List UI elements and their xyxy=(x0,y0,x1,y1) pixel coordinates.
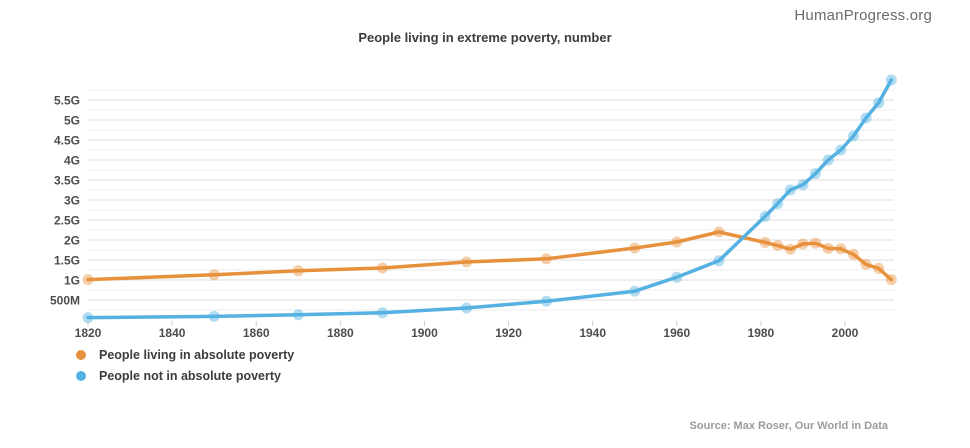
y-tick-label: 5G xyxy=(64,114,80,128)
x-tick-label: 1960 xyxy=(663,326,690,340)
y-tick-label: 2G xyxy=(64,234,80,248)
legend-label-poverty: People living in absolute poverty xyxy=(99,347,295,362)
x-tick-label: 1840 xyxy=(159,326,186,340)
x-tick-label: 1940 xyxy=(579,326,606,340)
y-tick-label: 4.5G xyxy=(54,134,80,148)
series-not-in-poverty xyxy=(82,74,897,324)
x-tick-label: 1820 xyxy=(75,326,102,340)
source-attribution: Source: Max Roser, Our World in Data xyxy=(689,420,888,432)
legend-label-not-poverty: People not in absolute poverty xyxy=(99,368,281,383)
series-line xyxy=(86,78,894,320)
legend-dot-not-poverty-icon xyxy=(76,370,86,381)
y-axis-labels: 500M 1G 1.5G 2G 2.5G 3G 3.5G 4G 4.5G 5G 5.5G xyxy=(50,94,80,308)
humanprogress-watermark: HumanProgress.org xyxy=(794,7,932,24)
x-tick-label: 1880 xyxy=(327,326,354,340)
y-tick-label: 1.5G xyxy=(54,254,80,268)
legend-item-not-in-poverty: People not in absolute poverty xyxy=(76,365,294,386)
series-line xyxy=(86,230,894,282)
series-absolute-poverty xyxy=(82,226,897,286)
y-tick-label: 3G xyxy=(64,194,80,208)
x-tick-label: 1980 xyxy=(748,326,775,340)
gridlines xyxy=(88,89,894,311)
x-tick-label: 1900 xyxy=(411,326,438,340)
x-axis: 1820 1840 1860 1880 1900 1920 1940 1960 1980 2000 xyxy=(75,321,859,340)
y-tick-label: 500M xyxy=(50,294,80,308)
legend-item-absolute-poverty: People living in absolute poverty xyxy=(76,344,294,365)
x-tick-label: 1920 xyxy=(495,326,522,340)
y-tick-label: 1G xyxy=(64,274,80,288)
chart-legend: People living in absolute poverty People… xyxy=(76,344,294,386)
y-tick-label: 4G xyxy=(64,154,80,168)
x-tick-label: 1860 xyxy=(243,326,270,340)
y-tick-label: 5.5G xyxy=(54,94,80,108)
chart-title: People living in extreme poverty, number xyxy=(358,30,612,45)
y-tick-label: 3.5G xyxy=(54,174,80,188)
legend-dot-poverty-icon xyxy=(76,349,86,360)
y-tick-label: 2.5G xyxy=(54,214,80,228)
x-tick-label: 2000 xyxy=(832,326,859,340)
